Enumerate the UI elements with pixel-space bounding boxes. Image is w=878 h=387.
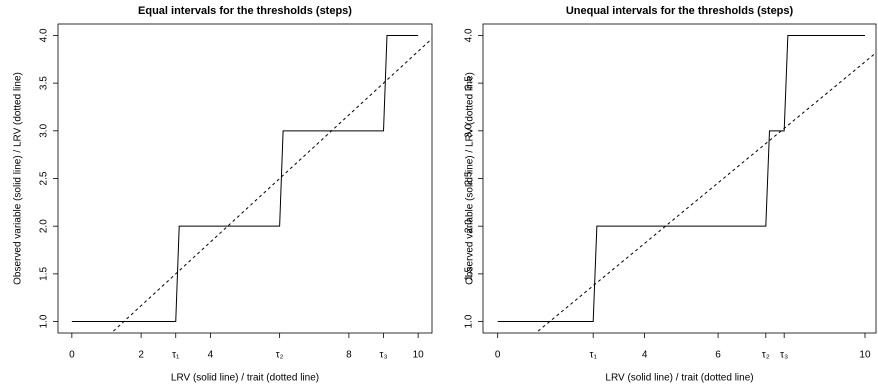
- y-axis-label: Observed variable (solid line) / LRV (do…: [465, 72, 476, 285]
- y-tick-label: 3.5: [464, 76, 475, 90]
- y-tick-label: 1.5: [39, 266, 50, 280]
- plot-box: [482, 23, 877, 334]
- y-tick-label: 2.0: [464, 219, 475, 233]
- x-tick-label: 0: [69, 350, 75, 361]
- x-tick-label: 2: [138, 350, 144, 361]
- y-tick-label: 1.0: [39, 314, 50, 328]
- x-tick-label: 10: [859, 350, 871, 361]
- x-tick-label: τ₂: [276, 350, 284, 361]
- y-axis-label: Observed variable (solid line) / LRV (do…: [13, 72, 24, 285]
- line-series: [537, 52, 876, 332]
- y-tick-label: 1.5: [464, 266, 475, 280]
- y-tick-label: 3.5: [39, 76, 50, 90]
- x-tick-label: 10: [413, 350, 425, 361]
- x-tick-label: τ₁: [590, 350, 598, 361]
- x-tick-label: τ₂: [762, 350, 770, 361]
- x-tick-label: 6: [715, 350, 721, 361]
- x-tick-label: 4: [642, 350, 648, 361]
- y-tick-label: 1.0: [464, 314, 475, 328]
- x-tick-label: 8: [346, 350, 352, 361]
- y-tick-label: 2.5: [39, 171, 50, 185]
- y-tick-label: 4.0: [39, 28, 50, 42]
- chart-title: Unequal intervals for the thresholds (st…: [566, 5, 794, 17]
- x-tick-label: 4: [208, 350, 214, 361]
- y-tick-label: 3.0: [39, 123, 50, 137]
- line-series: [497, 34, 865, 323]
- x-axis-label: LRV (solid line) / trait (dotted line): [605, 373, 753, 384]
- y-tick-label: 3.0: [464, 123, 475, 137]
- chart-title: Equal intervals for the thresholds (step…: [138, 5, 352, 17]
- y-tick-label: 2.5: [464, 171, 475, 185]
- y-tick-label: 4.0: [464, 28, 475, 42]
- x-tick-label: τ₃: [380, 350, 388, 361]
- x-tick-label: 0: [495, 350, 501, 361]
- x-tick-label: τ₁: [172, 350, 180, 361]
- line-series: [71, 34, 419, 323]
- line-series: [113, 37, 432, 332]
- x-axis-label: LRV (solid line) / trait (dotted line): [171, 373, 319, 384]
- plot-box: [57, 23, 433, 334]
- x-tick-label: τ₃: [780, 350, 788, 361]
- y-tick-label: 2.0: [39, 219, 50, 233]
